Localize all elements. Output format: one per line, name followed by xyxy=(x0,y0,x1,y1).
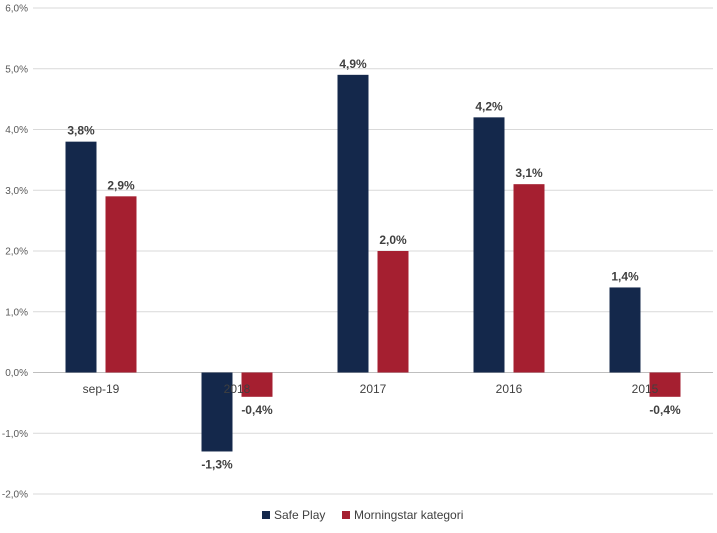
category-labels: sep-19 2018 2017 2016 2015 xyxy=(83,382,659,396)
y-tick-label: -2,0% xyxy=(2,490,28,501)
data-label: 3,1% xyxy=(515,166,543,180)
bar-safe-play xyxy=(473,117,505,373)
y-tick-label: 2,0% xyxy=(5,247,28,258)
category-label: sep-19 xyxy=(83,382,120,396)
bar-safe-play xyxy=(609,287,641,373)
data-label: 4,2% xyxy=(475,99,503,113)
legend-swatch xyxy=(342,511,350,519)
bar-morningstar-kategori xyxy=(377,251,409,373)
bar-safe-play xyxy=(337,74,369,373)
data-label: 1,4% xyxy=(611,269,639,283)
data-label: -0,4% xyxy=(649,403,681,417)
bar-morningstar-kategori xyxy=(649,372,681,397)
data-label: 3,8% xyxy=(67,124,95,138)
data-label: 2,0% xyxy=(379,233,407,247)
y-tick-label: 6,0% xyxy=(5,4,28,15)
bar-morningstar-kategori xyxy=(105,196,137,373)
legend: Safe Play Morningstar kategori xyxy=(262,508,463,522)
y-tick-label: 4,0% xyxy=(5,125,28,136)
bar-morningstar-kategori xyxy=(513,184,545,373)
y-tick-label: -1,0% xyxy=(2,429,28,440)
bar-morningstar-kategori xyxy=(241,372,273,397)
y-tick-label: 3,0% xyxy=(5,186,28,197)
y-tick-label: 1,0% xyxy=(5,307,28,318)
bar-safe-play xyxy=(201,372,233,452)
y-tick-label: 0,0% xyxy=(5,368,28,379)
data-labels: 3,8% 2,9% -1,3% -0,4% 4,9% 2,0% 4,2% 3,1% 1,4% -0… xyxy=(67,57,681,472)
category-label: 2015 xyxy=(632,382,659,396)
data-label: -0,4% xyxy=(241,403,273,417)
category-label: 2017 xyxy=(360,382,387,396)
data-label: 2,9% xyxy=(107,178,135,192)
legend-swatch xyxy=(262,511,270,519)
legend-label: Morningstar kategori xyxy=(354,508,463,522)
category-label: 2018 xyxy=(224,382,251,396)
y-tick-label: 5,0% xyxy=(5,64,28,75)
legend-label: Safe Play xyxy=(274,508,325,522)
data-label: 4,9% xyxy=(339,57,367,71)
category-label: 2016 xyxy=(496,382,523,396)
bar-safe-play xyxy=(65,141,97,373)
bars xyxy=(65,74,681,452)
data-label: -1,3% xyxy=(201,457,233,471)
y-axis-tick-labels: -2,0% -1,0% 0,0% 1,0% 2,0% 3,0% 4,0% 5,0% 6,0% xyxy=(2,4,28,501)
